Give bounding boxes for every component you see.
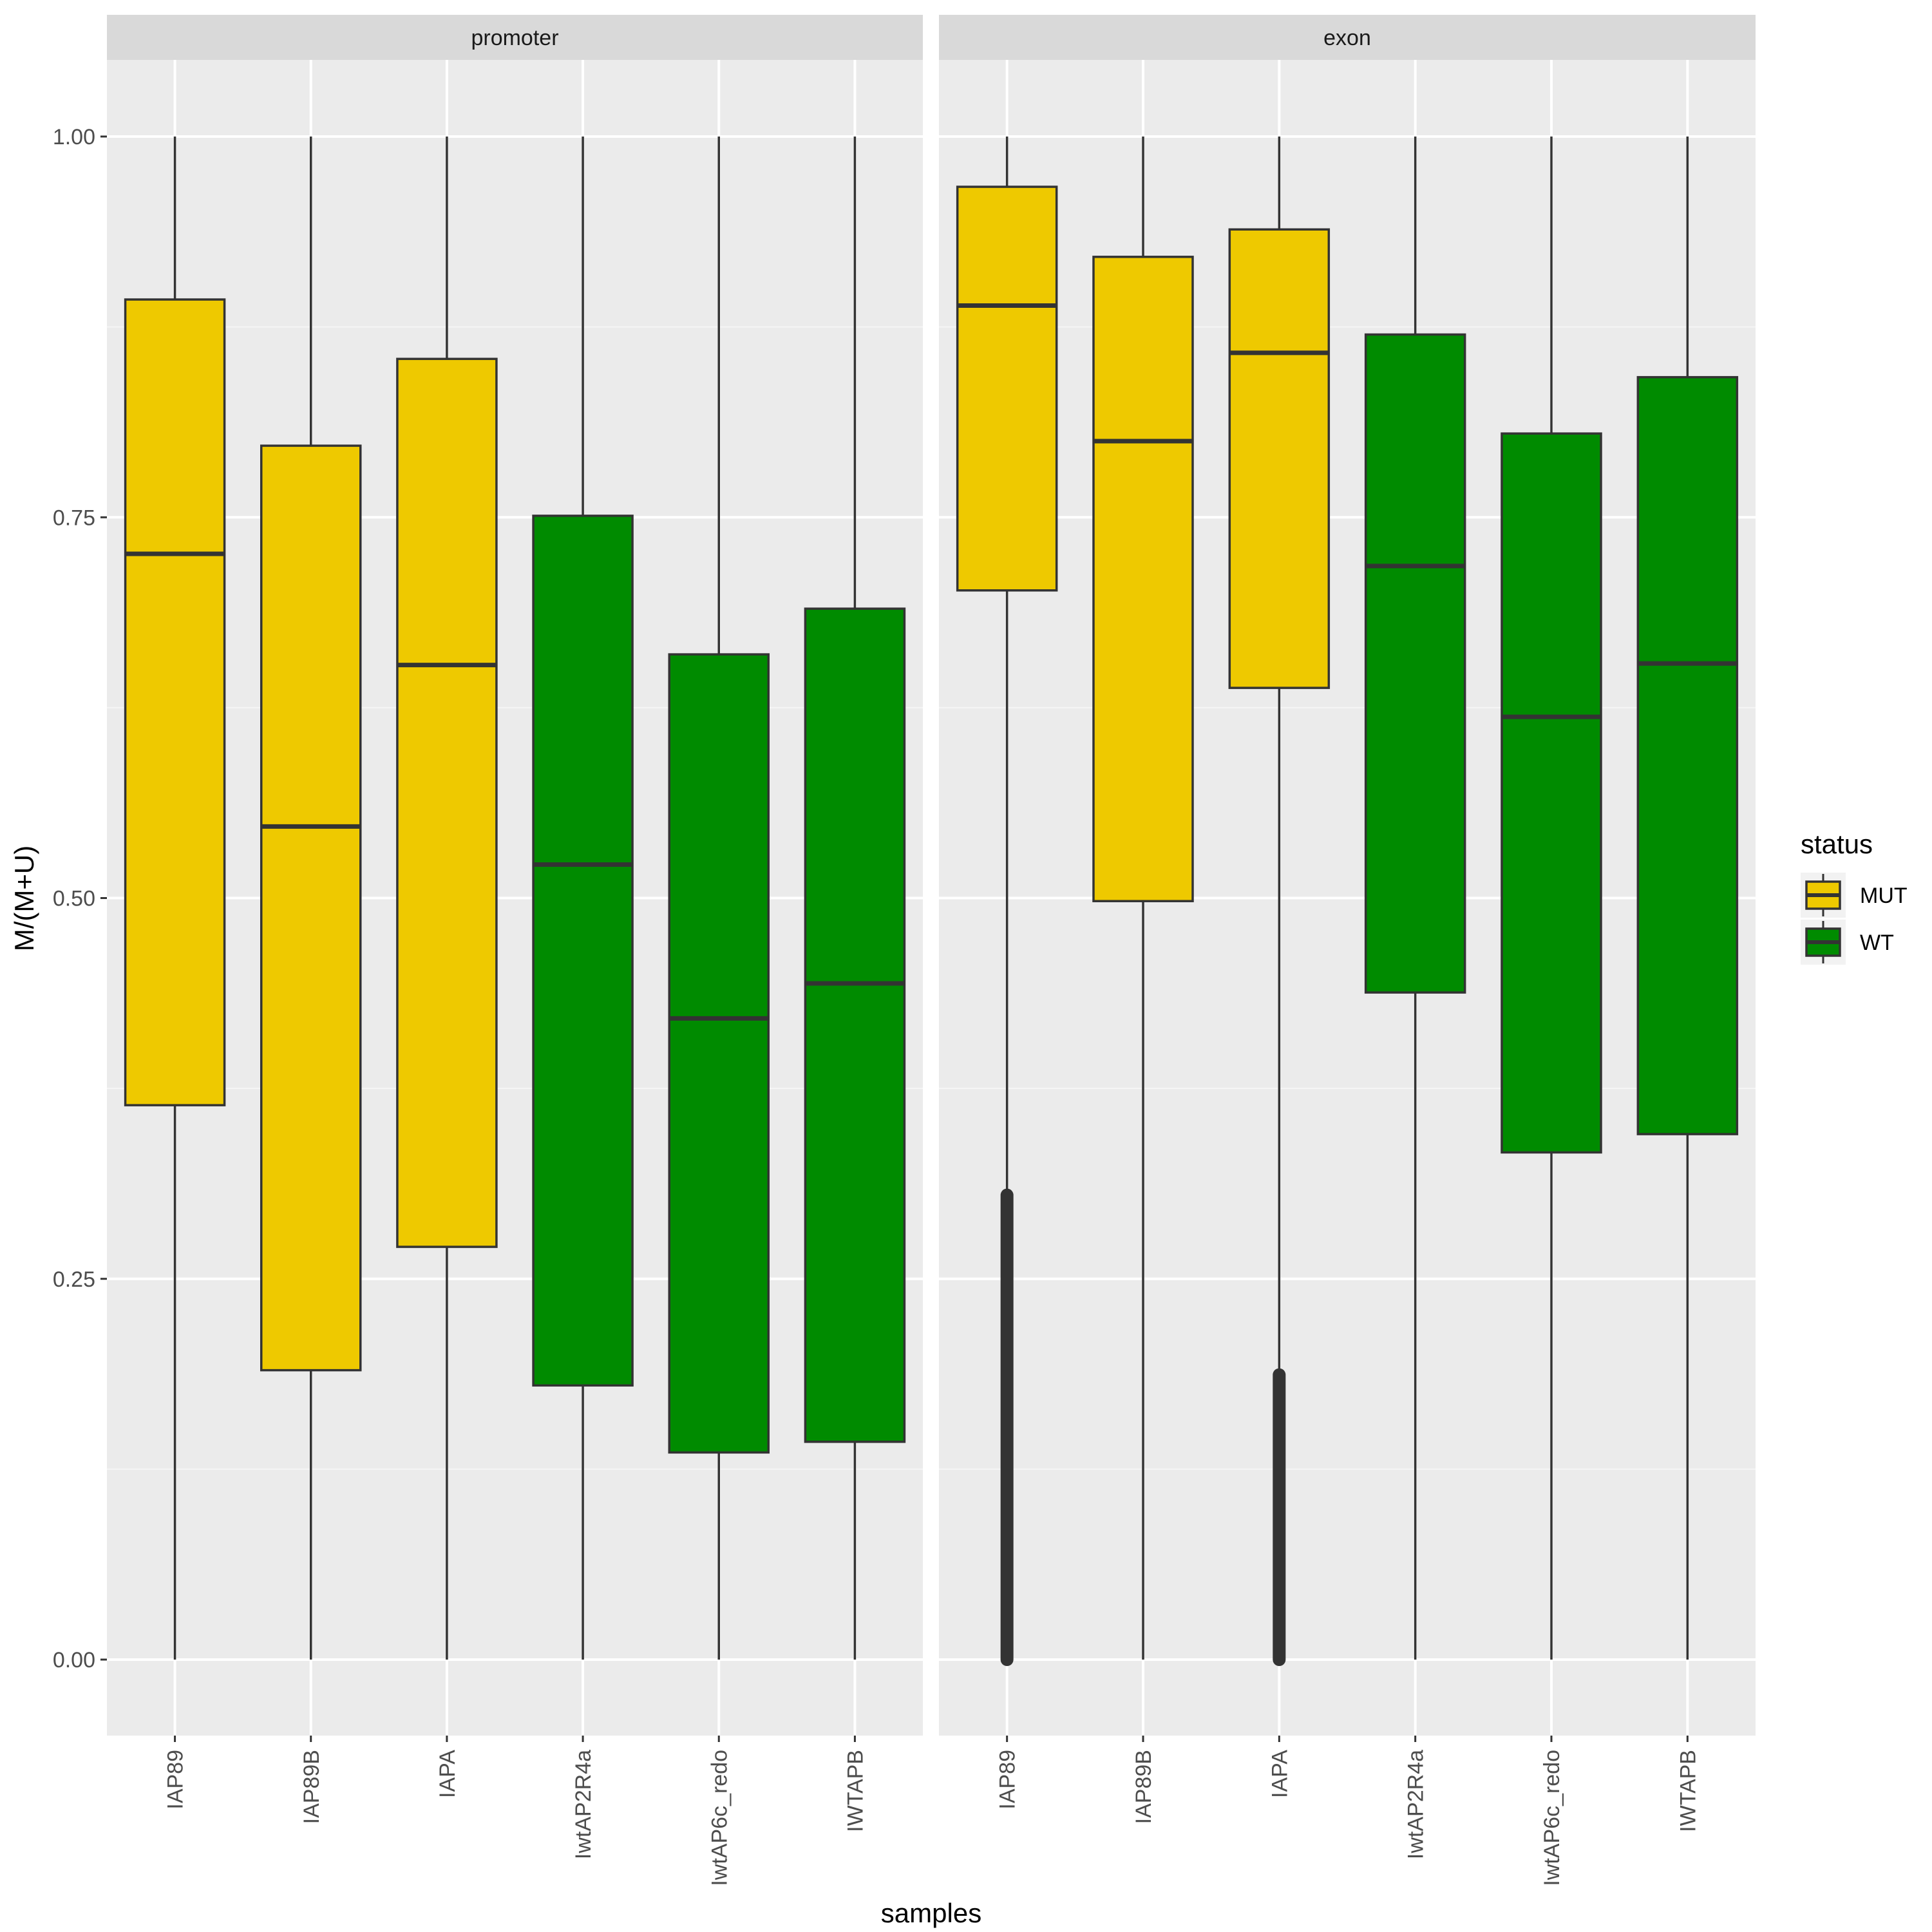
x-tick-label: IAP89B bbox=[299, 1750, 324, 1824]
box-exon-IwtAP6c_redo bbox=[1501, 137, 1602, 1660]
legend-key-WT bbox=[1801, 920, 1846, 965]
y-tick-label: 1.00 bbox=[53, 125, 95, 149]
box-promoter-IwtAP6c_redo bbox=[668, 137, 770, 1660]
y-tick-label: 0.00 bbox=[53, 1648, 95, 1672]
box-iqr bbox=[1228, 228, 1331, 689]
x-tick-label: IwtAP6c_redo bbox=[1540, 1750, 1564, 1886]
x-tick-label: IwtAP2R4a bbox=[571, 1750, 596, 1859]
legend-key-MUT bbox=[1801, 873, 1846, 918]
strip-exon bbox=[939, 15, 1756, 60]
box-iqr bbox=[1636, 375, 1739, 1135]
x-axis-title: samples bbox=[881, 1898, 981, 1928]
box-exon-IWTAPB bbox=[1636, 137, 1739, 1660]
strip-promoter bbox=[107, 15, 923, 60]
box-iqr bbox=[124, 298, 226, 1106]
panel-exon: exon IAP89 IAP89B IAPA IwtAP2R4a IwtAP6c_redo… bbox=[939, 15, 1756, 1886]
box-promoter-IAPA bbox=[396, 137, 498, 1660]
box-exon-IAP89B bbox=[1092, 137, 1194, 1660]
legend-label-MUT: MUT bbox=[1860, 884, 1908, 908]
x-tick-label: IAPA bbox=[1267, 1750, 1292, 1798]
box-iqr bbox=[1501, 432, 1602, 1154]
y-axis: 0.00 0.25 0.50 0.75 1.00 bbox=[53, 125, 107, 1672]
legend: status MUT WT bbox=[1801, 829, 1908, 965]
y-axis-title: M/(M+U) bbox=[9, 846, 39, 951]
box-iqr bbox=[1092, 256, 1194, 902]
box-iqr bbox=[532, 515, 634, 1387]
box-exon-IwtAP2R4a bbox=[1364, 137, 1466, 1660]
box-iqr bbox=[804, 607, 906, 1443]
x-tick-label: IWTAPB bbox=[843, 1750, 867, 1832]
box-promoter-IwtAP2R4a bbox=[532, 137, 634, 1660]
box-iqr bbox=[260, 444, 362, 1372]
box-iqr bbox=[396, 357, 498, 1248]
legend-label-WT: WT bbox=[1860, 931, 1894, 955]
box-iqr bbox=[1364, 333, 1466, 994]
panel-promoter: promoter IAP89 IAP89B IAPA IwtAP2R4a IwtAP6c_… bbox=[107, 15, 923, 1886]
x-tick-label: IAP89 bbox=[164, 1750, 188, 1810]
box-iqr bbox=[668, 653, 770, 1454]
y-tick-label: 0.75 bbox=[53, 506, 95, 530]
strip-label-promoter: promoter bbox=[471, 26, 558, 50]
x-tick-label: IWTAPB bbox=[1676, 1750, 1700, 1832]
x-tick-label: IwtAP2R4a bbox=[1404, 1750, 1428, 1859]
box-exon-IAP89 bbox=[956, 137, 1058, 1666]
y-tick-label: 0.25 bbox=[53, 1267, 95, 1292]
facet-panels: promoter IAP89 IAP89B IAPA IwtAP2R4a IwtAP6c_… bbox=[107, 15, 1756, 1886]
box-promoter-IAP89 bbox=[124, 137, 226, 1660]
x-tick-label: IwtAP6c_redo bbox=[707, 1750, 732, 1886]
box-promoter-IAP89B bbox=[260, 137, 362, 1660]
box-exon-IAPA bbox=[1228, 137, 1331, 1666]
box-promoter-IWTAPB bbox=[804, 137, 906, 1660]
x-tick-label: IAP89B bbox=[1132, 1750, 1156, 1824]
x-tick-label: IAP89 bbox=[996, 1750, 1020, 1810]
legend-title: status bbox=[1801, 829, 1873, 859]
x-tick-label: IAPA bbox=[435, 1750, 460, 1798]
strip-label-exon: exon bbox=[1323, 26, 1371, 50]
box-iqr bbox=[956, 185, 1058, 592]
y-tick-label: 0.50 bbox=[53, 887, 95, 911]
